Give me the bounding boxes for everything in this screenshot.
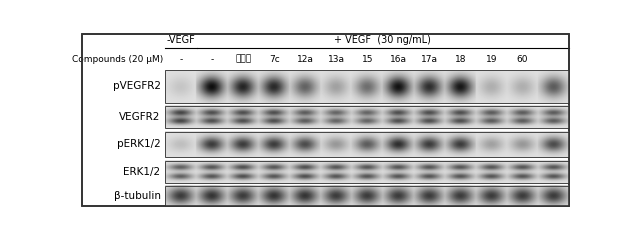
Text: 17a: 17a	[421, 55, 438, 64]
Text: 16a: 16a	[390, 55, 407, 64]
Bar	[166, 131, 569, 157]
Bar	[166, 160, 569, 183]
Bar	[166, 160, 569, 183]
Text: 18: 18	[455, 55, 466, 64]
Text: 낙석등: 낙석등	[235, 55, 251, 64]
Text: 15: 15	[361, 55, 373, 64]
Text: pERK1/2: pERK1/2	[117, 139, 161, 149]
Bar	[166, 186, 569, 206]
Text: 19: 19	[486, 55, 497, 64]
Text: 60: 60	[517, 55, 528, 64]
Text: ERK1/2: ERK1/2	[123, 167, 161, 177]
Text: -VEGF: -VEGF	[166, 35, 196, 45]
Text: Compounds (20 μM): Compounds (20 μM)	[72, 55, 163, 64]
Bar	[166, 70, 569, 103]
Text: 12a: 12a	[297, 55, 314, 64]
Text: -: -	[210, 55, 214, 64]
Text: pVEGFR2: pVEGFR2	[112, 81, 161, 91]
Bar	[166, 106, 569, 128]
Bar	[166, 106, 569, 128]
Bar	[166, 131, 569, 157]
Text: 7c: 7c	[269, 55, 279, 64]
Bar	[166, 186, 569, 206]
Text: VEGFR2: VEGFR2	[119, 112, 161, 122]
Text: β-tubulin: β-tubulin	[114, 191, 161, 201]
Bar	[166, 70, 569, 103]
Text: -: -	[180, 55, 183, 64]
Text: + VEGF  (30 ng/mL): + VEGF (30 ng/mL)	[335, 35, 431, 45]
Text: 13a: 13a	[328, 55, 345, 64]
